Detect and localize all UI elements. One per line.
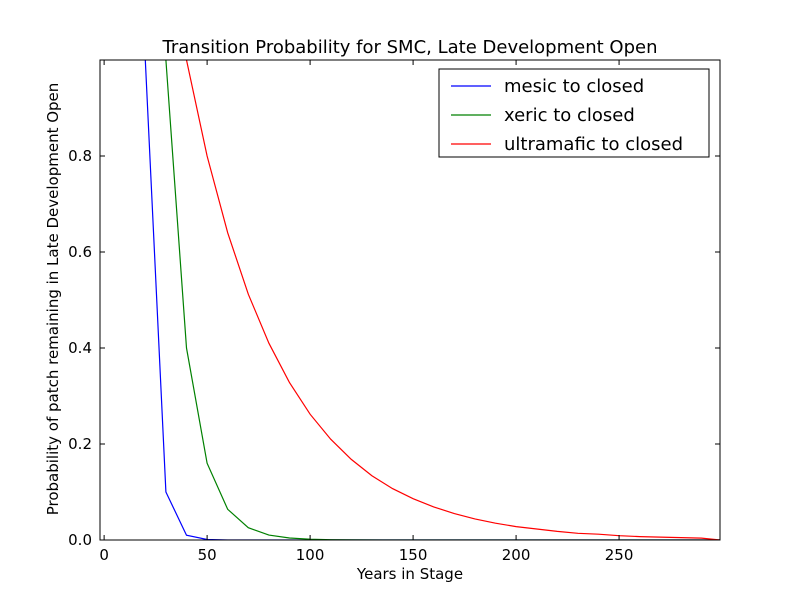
legend-label-0: mesic to closed <box>504 76 644 97</box>
x-tick-label: 150 <box>399 546 428 564</box>
y-axis-title: Probability of patch remaining in Late D… <box>44 83 62 516</box>
y-tick-label: 0.8 <box>68 147 92 165</box>
series-line-2 <box>185 60 720 540</box>
x-tick-label: 0 <box>99 546 109 564</box>
x-tick-label: 200 <box>502 546 531 564</box>
y-tick-label: 0.0 <box>68 531 92 549</box>
legend-label-2: ultramafic to closed <box>504 134 683 155</box>
x-tick-label: 100 <box>296 546 325 564</box>
x-tick-label: 250 <box>605 546 634 564</box>
chart-title: Transition Probability for SMC, Late Dev… <box>162 37 658 58</box>
plot-frame <box>99 59 721 541</box>
legend-box <box>438 68 710 158</box>
legend: mesic to closed xeric to closed ultramafic… <box>438 68 710 158</box>
x-axis-title: Years in Stage <box>356 565 463 583</box>
series-line-1 <box>165 60 720 540</box>
x-tick-label: 50 <box>198 546 217 564</box>
y-tick-label: 0.4 <box>68 339 92 357</box>
legend-label-1: xeric to closed <box>504 105 635 126</box>
y-tick-label: 0.6 <box>68 243 92 261</box>
series-line-0 <box>144 60 720 540</box>
y-tick-label: 0.2 <box>68 435 92 453</box>
